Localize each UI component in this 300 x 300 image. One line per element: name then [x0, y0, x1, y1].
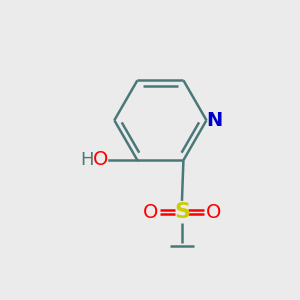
Text: O: O [92, 150, 108, 169]
Text: H: H [81, 151, 94, 169]
Text: O: O [142, 203, 158, 222]
Text: S: S [174, 202, 190, 222]
Text: N: N [206, 111, 222, 130]
Text: O: O [206, 203, 221, 222]
